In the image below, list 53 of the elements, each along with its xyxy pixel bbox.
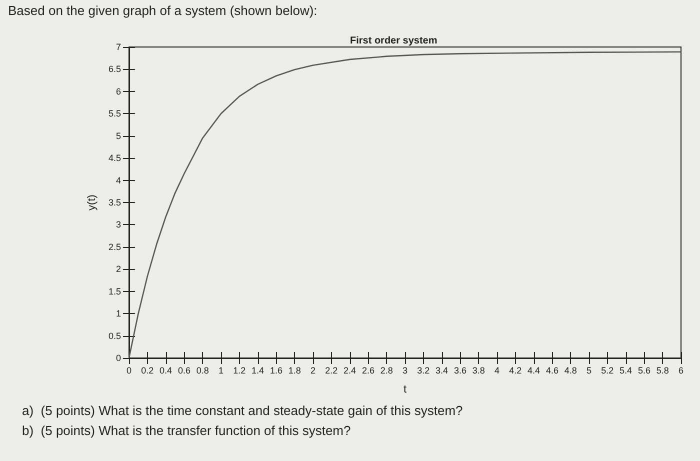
y-tick-label: 5.5 [108,108,121,119]
x-tick-label: 1 [218,366,224,376]
x-tick-label: 4.6 [546,366,558,376]
x-tick-label: 6 [678,366,684,376]
x-axis-title: t [403,384,407,396]
x-tick-label: 5.6 [638,366,650,376]
y-tick-label: 6.5 [108,64,121,74]
x-tick-label: 0.2 [141,366,154,376]
y-tick-label: 2 [116,264,121,274]
x-tick-label: 0.8 [196,366,209,376]
x-tick-label: 5.8 [656,366,669,376]
y-tick-label: 1.5 [108,286,121,296]
y-tick-label: 7 [116,42,121,52]
x-tick-label: 5.4 [620,366,632,376]
x-tick-label: 3.8 [472,366,485,376]
x-tick-label: 3.4 [436,366,448,376]
y-tick-label: 2.5 [108,242,121,252]
line-series [128,51,682,359]
x-tick-label: 1.8 [288,366,301,376]
y-axis-title: y(t) [86,194,98,210]
y-tick-label: 6 [116,86,121,96]
y-tick-label: 4 [116,175,121,186]
y-tick-label: 1 [116,308,121,319]
x-tick-label: 3 [402,366,408,376]
x-tick-label: 5.2 [601,366,614,376]
x-tick-label: 3.6 [454,366,466,376]
x-tick-label: 5 [586,366,592,376]
x-tick-label: 4 [494,366,500,376]
x-tick-label: 0.6 [178,366,190,376]
y-tick-label: 0.5 [108,330,121,341]
x-tick-label: 2.4 [344,366,356,376]
y-tick-label: 4.5 [108,153,121,164]
x-tick-label: 2 [310,366,316,376]
x-tick-label: 0.4 [160,366,172,376]
text: a) (5 points) What is the time constant and steady-state gain of this system? [22,403,463,418]
text: Based on the given graph of a system (shown below): [8,3,318,18]
y-tick-label: 3.5 [108,198,121,208]
x-tick-label: 1.4 [252,366,264,376]
x-tick-label: 1.6 [270,366,282,376]
x-tick-label: 1.2 [233,366,246,376]
chart-title: First order system [350,36,438,46]
x-tick-label: 4.4 [528,366,540,376]
x-tick-label: 3.2 [417,366,430,376]
text: b) (5 points) What is the transfer function of this system? [22,423,351,438]
y-tick-label: 5 [116,130,121,141]
x-tick-label: 4.8 [564,366,577,376]
x-tick-label: 2.6 [362,366,374,376]
x-tick-label: 2.2 [325,366,338,376]
y-tick-label: 3 [116,220,121,230]
x-tick-label: 4.2 [509,366,522,376]
x-tick-label: 2.8 [380,366,393,376]
y-tick-label: 0 [116,353,121,363]
x-tick-label: 0 [126,366,132,376]
